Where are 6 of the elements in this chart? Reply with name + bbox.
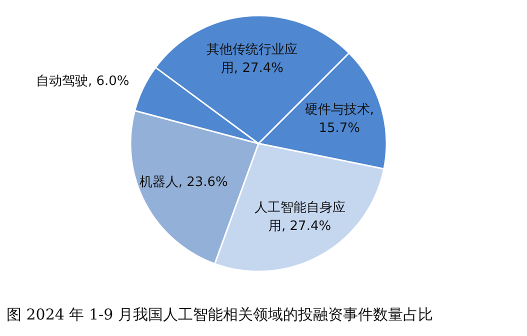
slice-label: 机器人, 23.6%: [139, 175, 228, 190]
slice-label: 人工智能自身应用, 27.4%: [254, 199, 346, 234]
slice-label: 硬件与技术, 15.7%: [304, 102, 374, 136]
slice-label: 其他传统行业应用, 27.4%: [206, 41, 298, 76]
caption: 图 2024 年 1-9 月我国人工智能相关领域的投融资事件数量占比: [6, 306, 433, 324]
slice-label: 自动驾驶, 6.0%: [36, 74, 130, 89]
